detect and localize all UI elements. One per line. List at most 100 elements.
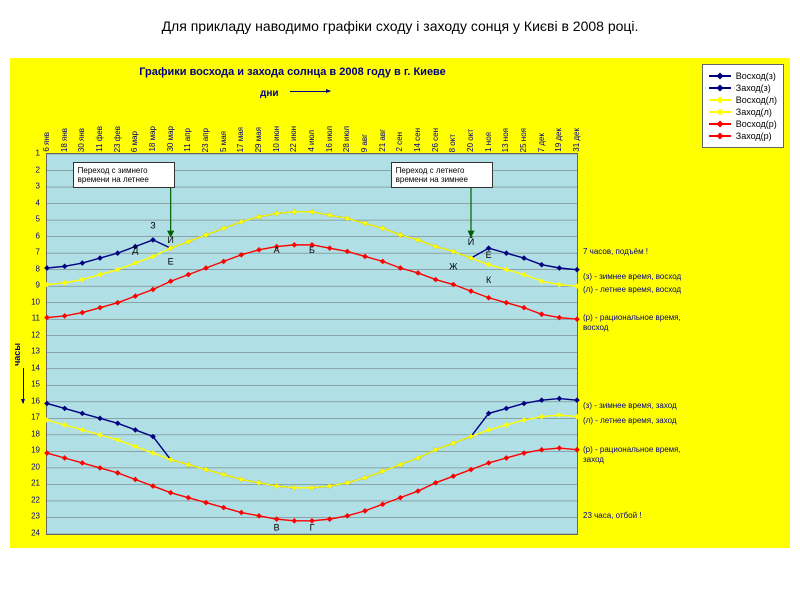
legend-swatch-icon xyxy=(709,75,731,77)
legend-label: Восход(л) xyxy=(736,95,777,105)
x-tick-label: 21 авг xyxy=(378,129,387,152)
x-tick-label: 7 дек xyxy=(537,133,546,152)
y-tick-label: 4 xyxy=(36,198,40,207)
x-tick-label: 10 июн xyxy=(272,126,281,152)
legend-swatch-icon xyxy=(709,111,731,113)
y-tick-label: 23 xyxy=(31,512,40,521)
x-tick-label: 17 мая xyxy=(236,127,245,152)
y-tick-label: 7 xyxy=(36,248,40,257)
x-tick-label: 6 мар xyxy=(130,131,139,152)
x-tick-label: 9 авг xyxy=(360,134,369,152)
svg-text:Й: Й xyxy=(468,236,474,247)
legend-item: Восход(з) xyxy=(709,71,777,81)
x-tick-label: 1 ноя xyxy=(484,132,493,152)
legend-label: Восход(з) xyxy=(736,71,776,81)
x-tick-container: 6 янв18 янв30 янв11 фев23 фев6 мар18 мар… xyxy=(46,100,576,152)
svg-text:Б: Б xyxy=(309,245,315,255)
svg-text:Ж: Ж xyxy=(449,262,458,272)
svg-text:Д: Д xyxy=(132,245,138,255)
x-tick-label: 2 сен xyxy=(395,132,404,152)
y-tick-label: 5 xyxy=(36,215,40,224)
y-tick-label: 1 xyxy=(36,149,40,158)
x-tick-label: 26 сен xyxy=(431,128,440,152)
x-tick-label: 4 июл xyxy=(307,130,316,152)
x-tick-label: 18 мар xyxy=(148,126,157,152)
svg-text:Е: Е xyxy=(168,257,174,267)
chart-title: Графики восхода и захода солнца в 2008 г… xyxy=(10,66,575,78)
y-tick-label: 3 xyxy=(36,182,40,191)
legend-label: Заход(з) xyxy=(736,83,771,93)
right-annotation: (з) - зимнее время, восход xyxy=(583,272,783,282)
x-tick-label: 20 окт xyxy=(466,129,475,152)
legend-label: Заход(р) xyxy=(736,131,772,141)
x-tick-label: 11 апр xyxy=(183,128,192,152)
x-tick-label: 11 фев xyxy=(95,126,104,152)
right-annotation: (р) - рациональное время,восход xyxy=(583,313,783,332)
legend-swatch-icon xyxy=(709,99,731,101)
x-tick-label: 30 янв xyxy=(77,128,86,152)
y-tick-label: 18 xyxy=(31,429,40,438)
legend-item: Восход(л) xyxy=(709,95,777,105)
y-tick-container: 123456789101112131415161718192021222324 xyxy=(10,153,44,533)
x-tick-label: 23 апр xyxy=(201,128,210,152)
x-tick-label: 25 ноя xyxy=(519,128,528,152)
legend-item: Восход(р) xyxy=(709,119,777,129)
svg-text:В: В xyxy=(274,523,280,533)
x-tick-label: 16 июл xyxy=(325,126,334,152)
x-tick-label: 31 дек xyxy=(572,128,581,152)
x-tick-label: 30 мар xyxy=(166,126,175,152)
plot-area: З И Д Е А Б Й Е Ж К В Г Переход с зимнеговремени на… xyxy=(46,153,578,535)
y-tick-label: 15 xyxy=(31,380,40,389)
legend-item: Заход(р) xyxy=(709,131,777,141)
right-annotation: (л) - летнее время, заход xyxy=(583,416,783,426)
y-tick-label: 16 xyxy=(31,396,40,405)
y-tick-label: 10 xyxy=(31,297,40,306)
y-tick-label: 19 xyxy=(31,446,40,455)
y-tick-label: 6 xyxy=(36,231,40,240)
right-annotation: (р) - рациональное время,заход xyxy=(583,445,783,464)
legend-item: Заход(л) xyxy=(709,107,777,117)
x-axis-arrow-icon xyxy=(290,91,330,92)
y-tick-label: 20 xyxy=(31,462,40,471)
y-tick-label: 8 xyxy=(36,264,40,273)
svg-text:Е: Е xyxy=(486,250,492,260)
svg-text:А: А xyxy=(274,245,280,255)
right-annotation: 7 часов, подъём ! xyxy=(583,247,783,257)
y-tick-label: 14 xyxy=(31,363,40,372)
y-tick-label: 17 xyxy=(31,413,40,422)
chart-container: Графики восхода и захода солнца в 2008 г… xyxy=(10,58,790,548)
right-annotation: 23 часа, отбой ! xyxy=(583,511,783,521)
y-tick-label: 24 xyxy=(31,529,40,538)
x-tick-label: 29 мая xyxy=(254,127,263,152)
x-tick-label: 13 ноя xyxy=(501,128,510,152)
y-tick-label: 2 xyxy=(36,165,40,174)
x-axis-label: дни xyxy=(260,88,279,99)
y-tick-label: 13 xyxy=(31,347,40,356)
svg-text:З: З xyxy=(150,220,155,230)
y-tick-label: 12 xyxy=(31,330,40,339)
legend-swatch-icon xyxy=(709,123,731,125)
x-tick-label: 6 янв xyxy=(42,132,51,152)
x-tick-label: 8 окт xyxy=(448,134,457,152)
legend-swatch-icon xyxy=(709,87,731,89)
x-tick-label: 23 фев xyxy=(113,126,122,152)
y-tick-label: 21 xyxy=(31,479,40,488)
x-tick-label: 28 июл xyxy=(342,126,351,152)
svg-text:Г: Г xyxy=(310,523,315,533)
y-tick-label: 22 xyxy=(31,495,40,504)
x-tick-label: 5 мая xyxy=(219,131,228,152)
chart-annotation: Переход с летнеговремени на зимнее xyxy=(391,162,493,188)
page-title: Для прикладу наводимо графіки сходу і за… xyxy=(10,18,790,34)
x-tick-label: 14 сен xyxy=(413,128,422,152)
legend-item: Заход(з) xyxy=(709,83,777,93)
legend-label: Заход(л) xyxy=(736,107,772,117)
svg-text:К: К xyxy=(486,275,492,285)
svg-text:И: И xyxy=(167,235,173,245)
legend: Восход(з) Заход(з) Восход(л) Заход(л) Восход… xyxy=(702,64,784,148)
chart-annotation: Переход с зимнеговремени на летнее xyxy=(73,162,175,188)
legend-swatch-icon xyxy=(709,135,731,137)
x-tick-label: 18 янв xyxy=(60,128,69,152)
x-tick-label: 22 июн xyxy=(289,126,298,152)
legend-label: Восход(р) xyxy=(736,119,777,129)
y-tick-label: 11 xyxy=(32,314,40,323)
